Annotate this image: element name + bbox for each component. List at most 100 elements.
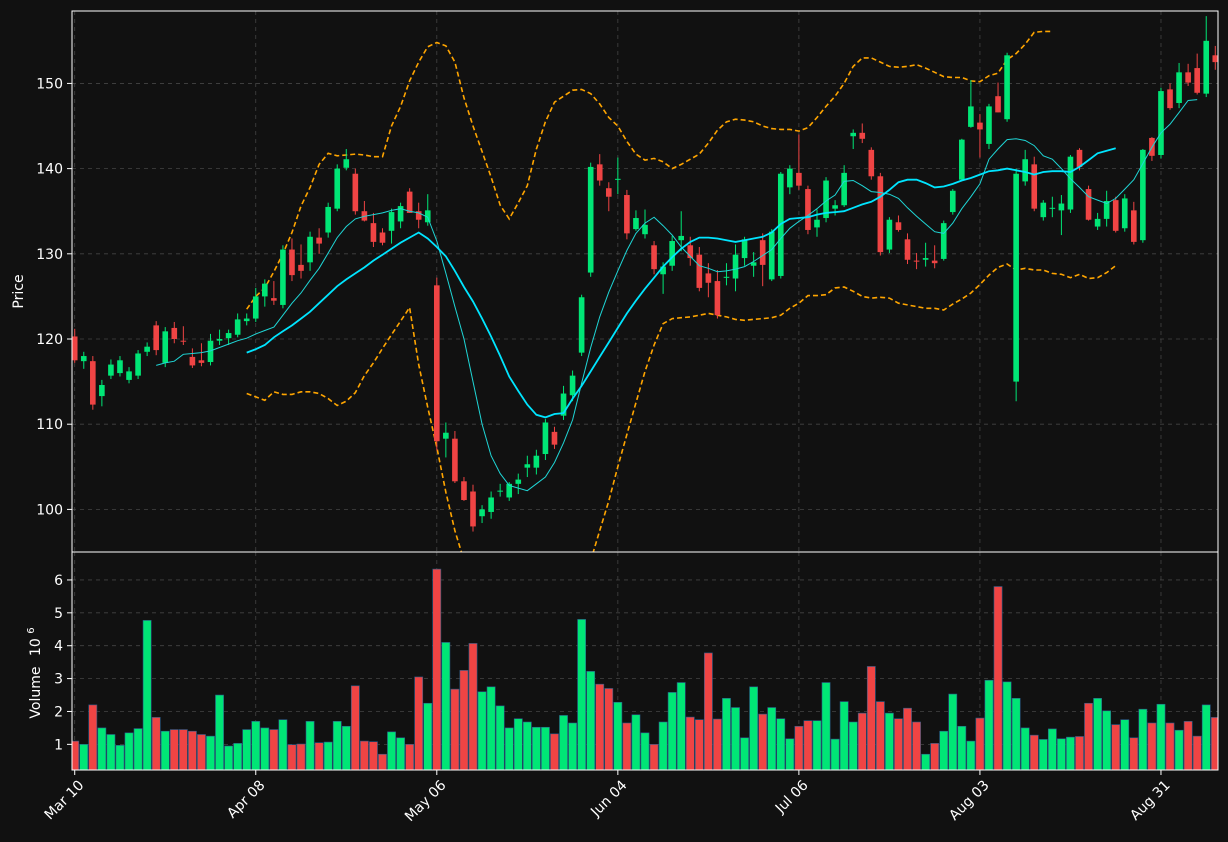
candlestick: [1085, 185, 1092, 221]
volume-bar: [160, 730, 170, 770]
candle-body: [1185, 72, 1191, 83]
candle-body: [1076, 149, 1083, 167]
volume-panel: 1 2 3 4 5 6 Volume 10 6: [26, 551, 1219, 771]
price-tick-label: 130: [36, 247, 63, 263]
candlestick: [117, 356, 123, 377]
candlestick: [759, 233, 766, 287]
candlestick: [1022, 149, 1028, 186]
volume-axis-exponent-power: 6: [26, 627, 37, 633]
volume-bar: [1165, 722, 1175, 770]
volume-bar: [957, 725, 967, 770]
volume-bar: [685, 716, 695, 770]
candle-body: [180, 340, 187, 342]
candlestick: [189, 348, 196, 368]
candlestick: [904, 233, 911, 265]
candlestick: [135, 350, 141, 380]
candlestick: [714, 269, 721, 319]
candle-body: [479, 509, 485, 517]
candlestick: [271, 281, 277, 305]
volume-bar: [885, 712, 894, 770]
volume-tick-label: 2: [54, 704, 63, 720]
candle-body: [868, 149, 875, 177]
candle-body: [904, 239, 911, 260]
candle-body: [569, 375, 576, 396]
candlestick: [397, 202, 404, 229]
volume-bar: [88, 704, 98, 770]
candlestick: [234, 313, 241, 338]
candlestick: [1194, 53, 1200, 95]
ma-slow-line: [246, 147, 1116, 419]
candlestick: [352, 168, 359, 215]
volume-bar: [1192, 735, 1202, 770]
candlestick: [252, 287, 259, 322]
candle-body: [488, 497, 494, 512]
candle-body: [750, 262, 757, 266]
candle-body: [298, 264, 304, 271]
bollinger-bands: [246, 30, 1117, 552]
volume-bar: [703, 652, 713, 770]
candlestick: [940, 220, 947, 261]
candlestick: [633, 210, 639, 231]
candle-body: [1049, 207, 1056, 209]
candlestick: [1112, 196, 1119, 233]
candle-body: [72, 336, 78, 361]
candle-body: [624, 195, 630, 234]
candle-body: [1140, 149, 1146, 241]
candle-body: [262, 283, 268, 297]
candle-body: [524, 464, 531, 468]
candle-body: [515, 479, 522, 484]
candle-body: [1004, 55, 1010, 120]
volume-bar: [1047, 728, 1057, 770]
candlestick: [406, 188, 413, 213]
candlestick: [1176, 62, 1182, 109]
volume-bar: [894, 718, 903, 770]
volume-tick-label: 6: [54, 573, 63, 589]
candle-body: [850, 132, 857, 137]
candle-body: [334, 168, 341, 209]
candlestick: [551, 426, 558, 449]
candlestick: [823, 177, 829, 223]
candle-body: [1031, 164, 1038, 209]
candlestick: [1158, 87, 1164, 159]
volume-bar: [278, 719, 288, 770]
volume-bar: [233, 743, 243, 770]
price-tick-label: 100: [36, 502, 63, 518]
candle-body: [805, 189, 811, 230]
volume-bar: [522, 721, 532, 770]
candle-body: [651, 245, 657, 270]
candlestick: [72, 328, 78, 363]
volume-bar: [794, 725, 804, 770]
candlestick: [1185, 63, 1191, 86]
candle-body: [1212, 55, 1218, 63]
candlestick: [289, 238, 295, 282]
volume-bar: [993, 586, 1003, 770]
volume-bar: [948, 693, 958, 770]
candlestick: [1140, 149, 1146, 243]
price-tick-label: 120: [36, 332, 63, 348]
candlestick: [922, 242, 929, 267]
candlestick: [470, 484, 476, 532]
volume-bar: [550, 733, 559, 770]
candle-body: [687, 245, 694, 259]
volume-bar: [848, 721, 858, 770]
candlestick: [615, 157, 621, 195]
candlestick: [959, 138, 965, 181]
volume-bar: [586, 671, 596, 770]
candle-body: [316, 237, 322, 244]
candle-body: [968, 106, 974, 127]
price-y-axis: 100 110 120 130 140 150: [36, 76, 72, 518]
candlestick: [723, 263, 730, 286]
candle-body: [959, 139, 965, 180]
candle-body: [705, 273, 712, 283]
volume-bar: [142, 620, 152, 770]
candle-body: [1103, 200, 1110, 219]
volume-bar: [875, 701, 885, 770]
candlestick: [850, 129, 857, 150]
candle-body: [1013, 173, 1019, 382]
candle-body: [289, 249, 295, 276]
volume-bar: [595, 683, 605, 770]
volume-bar: [930, 743, 940, 770]
volume-bar: [1084, 702, 1093, 770]
candle-body: [90, 361, 96, 405]
volume-bar: [839, 701, 849, 770]
